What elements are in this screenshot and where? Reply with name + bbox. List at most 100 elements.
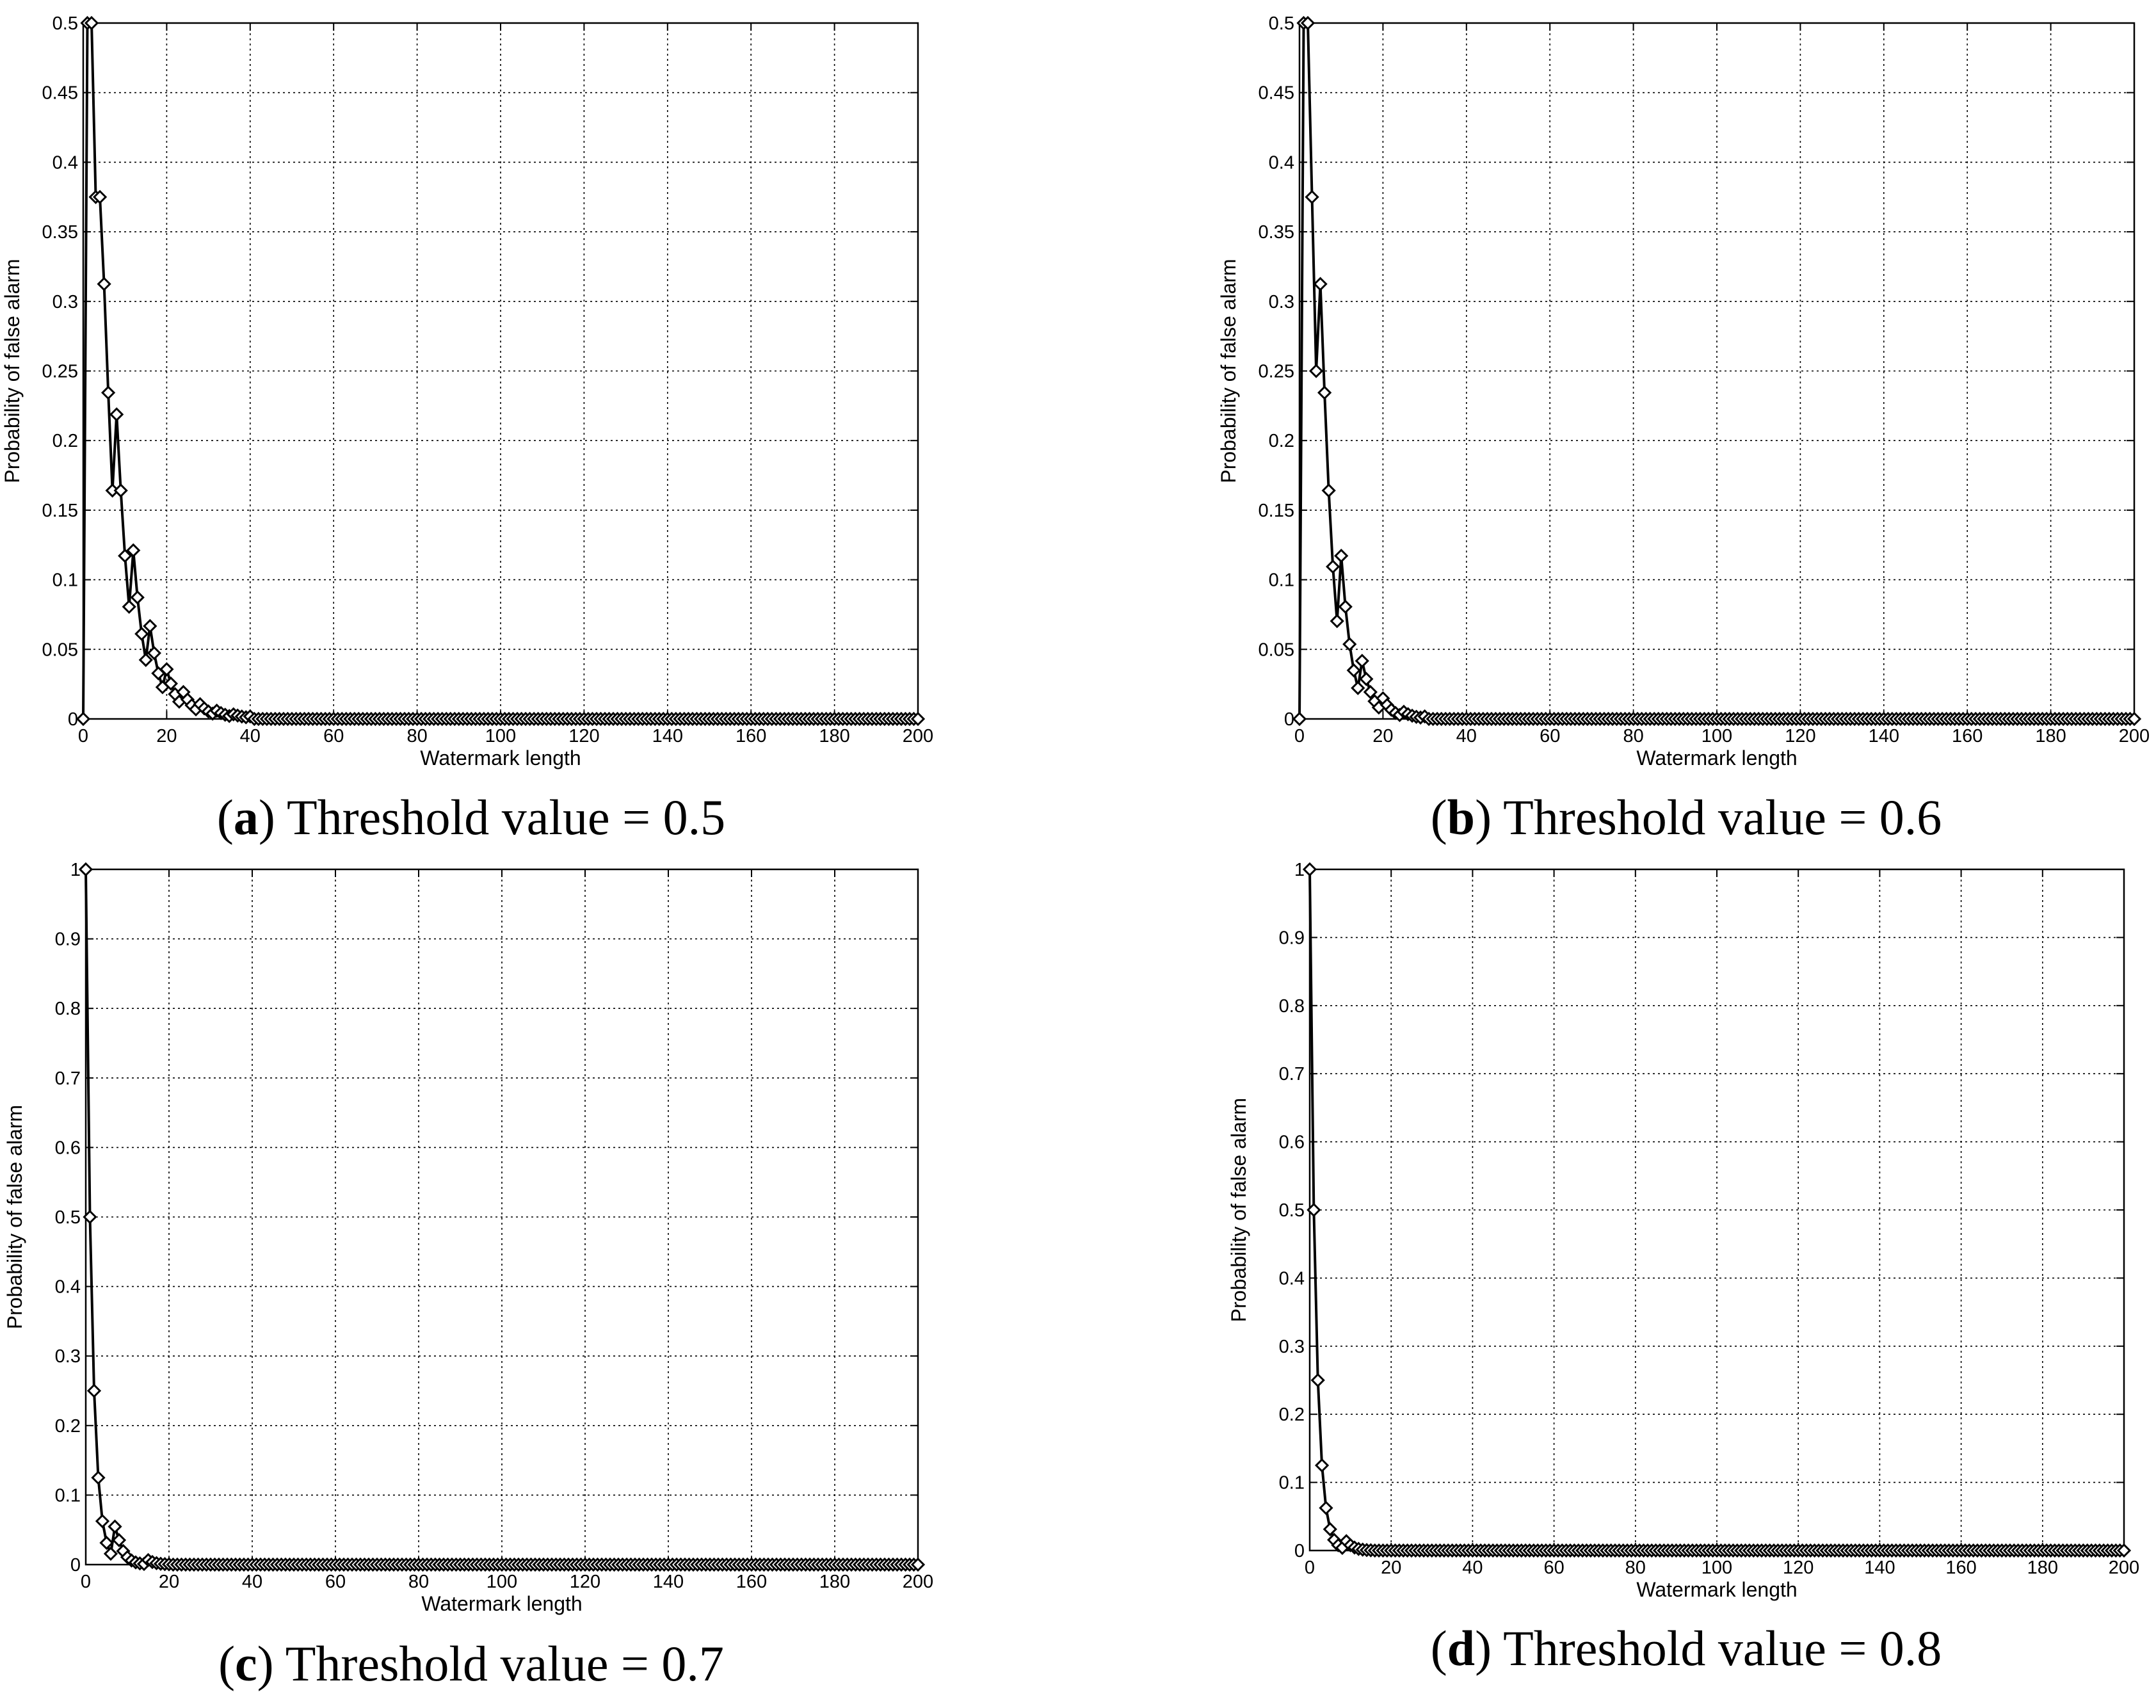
caption-d-label: d xyxy=(1447,1620,1476,1676)
data-point xyxy=(1317,385,1332,400)
x-tick-label: 60 xyxy=(325,1572,346,1592)
data-point xyxy=(1359,672,1374,686)
x-tick-label: 200 xyxy=(903,726,933,746)
x-tick-label: 60 xyxy=(323,726,344,746)
data-point xyxy=(113,483,128,498)
y-tick-label: 0.9 xyxy=(1279,928,1305,948)
y-axis-label: Probability of false alarm xyxy=(1,259,24,483)
data-point xyxy=(1363,684,1378,700)
data-point xyxy=(99,1535,114,1551)
data-point xyxy=(97,277,111,291)
data-point xyxy=(163,676,179,691)
y-tick-label: 0.05 xyxy=(42,640,78,660)
data-point xyxy=(159,662,174,677)
y-tick-label: 0 xyxy=(68,709,78,730)
x-tick-label: 180 xyxy=(2027,1558,2058,1578)
chart-c: 0 20 40 60 80 100 120 140 160 180 200 0 0.1 0.2 0.3 0.4… xyxy=(3,860,933,1615)
panel-a: 0 20 40 60 80 100 120 140 160 180 200 0 0.05 0.1 0.15 0… xyxy=(0,0,1078,854)
chart-b: 0 20 40 60 80 100 120 140 160 180 200 0 0.05 0.1 0.15 0… xyxy=(1217,13,2150,769)
x-tick-label: 20 xyxy=(159,1572,179,1592)
y-tick-label: 0.45 xyxy=(1259,83,1294,104)
y-tick-label: 0.9 xyxy=(55,930,81,950)
x-tick-label: 80 xyxy=(408,1572,429,1592)
caption-c-text: Threshold value = 0.7 xyxy=(285,1636,724,1691)
y-tick-label: 0.25 xyxy=(1259,362,1294,382)
y-tick-label: 0.3 xyxy=(1269,292,1294,312)
y-axis-label: Probability of false alarm xyxy=(3,1105,26,1329)
data-point xyxy=(101,385,116,400)
y-tick-label: 1 xyxy=(1294,860,1305,880)
x-tick-label: 80 xyxy=(1623,726,1643,746)
y-tick-label: 0.35 xyxy=(1259,222,1294,243)
data-point xyxy=(1326,560,1340,574)
data-point xyxy=(108,1519,122,1534)
caption-a-label: a xyxy=(233,789,259,845)
x-tick-label: 120 xyxy=(1783,1558,1814,1578)
data-point xyxy=(2127,711,2142,727)
y-tick-label: 0.8 xyxy=(1279,996,1305,1017)
data-point xyxy=(1300,15,1315,31)
data-point xyxy=(1334,549,1349,563)
x-tick-label: 80 xyxy=(406,726,427,746)
data-point xyxy=(95,1514,110,1529)
y-tick-label: 0.1 xyxy=(1279,1473,1305,1494)
data-point xyxy=(1321,483,1336,498)
y-tick-label: 0.2 xyxy=(52,431,78,451)
x-tick-label: 180 xyxy=(819,726,849,746)
caption-c-label: c xyxy=(235,1636,257,1691)
y-axis-label: Probability of false alarm xyxy=(1217,259,1240,483)
caption-a-text: Threshold value = 0.5 xyxy=(286,789,726,845)
x-tick-label: 0 xyxy=(81,1572,91,1592)
x-axis-label: Watermark length xyxy=(420,746,581,769)
data-point xyxy=(76,711,91,727)
data-point xyxy=(91,1470,106,1485)
x-tick-label: 100 xyxy=(485,726,516,746)
y-tick-label: 0.15 xyxy=(42,501,78,521)
x-tick-label: 100 xyxy=(487,1572,517,1592)
data-point xyxy=(122,599,136,614)
y-tick-label: 0.7 xyxy=(1279,1064,1305,1084)
data-point xyxy=(109,407,124,422)
y-tick-label: 0.45 xyxy=(42,83,78,104)
data-point xyxy=(1305,189,1319,204)
x-tick-label: 140 xyxy=(1869,726,1899,746)
y-tick-label: 0.5 xyxy=(52,13,78,34)
x-tick-label: 160 xyxy=(736,726,766,746)
y-tick-label: 0.3 xyxy=(1279,1337,1305,1357)
data-point xyxy=(910,1557,926,1572)
data-point xyxy=(138,652,153,667)
x-tick-label: 160 xyxy=(1952,726,1983,746)
caption-d-text: Threshold value = 0.8 xyxy=(1503,1620,1942,1676)
y-tick-label: 0.4 xyxy=(1269,152,1294,173)
x-axis-label: Watermark length xyxy=(1636,746,1797,769)
y-tick-label: 0.5 xyxy=(1279,1200,1305,1221)
x-tick-label: 120 xyxy=(568,726,599,746)
x-tick-label: 20 xyxy=(1381,1558,1401,1578)
x-tick-label: 200 xyxy=(2119,726,2150,746)
caption-b-text: Threshold value = 0.6 xyxy=(1503,789,1942,845)
panel-b: 0 20 40 60 80 100 120 140 160 180 200 0 0.05 0.1 0.15 0… xyxy=(1078,0,2156,854)
data-point xyxy=(92,189,108,204)
y-tick-label: 0.1 xyxy=(52,570,78,591)
y-tick-label: 0.3 xyxy=(55,1346,81,1367)
x-tick-label: 180 xyxy=(2035,726,2066,746)
chart-a: 0 20 40 60 80 100 120 140 160 180 200 0 0.05 0.1 0.15 0… xyxy=(1,13,933,769)
y-tick-label: 0.35 xyxy=(42,222,78,243)
y-tick-label: 0.4 xyxy=(52,152,78,173)
x-tick-label: 140 xyxy=(1864,1558,1895,1578)
x-tick-label: 160 xyxy=(736,1572,767,1592)
plot-area xyxy=(83,23,918,719)
x-tick-label: 120 xyxy=(1785,726,1815,746)
y-tick-label: 0.6 xyxy=(1279,1132,1305,1153)
x-tick-label: 0 xyxy=(78,726,88,746)
x-tick-label: 40 xyxy=(240,726,261,746)
data-point xyxy=(126,543,141,558)
x-tick-label: 200 xyxy=(903,1572,933,1592)
data-point xyxy=(1323,1522,1337,1536)
data-point xyxy=(1314,1458,1330,1473)
data-point xyxy=(83,1209,97,1225)
x-axis-label: Watermark length xyxy=(421,1592,582,1615)
y-tick-label: 0.6 xyxy=(55,1138,81,1158)
y-axis-label: Probability of false alarm xyxy=(1227,1098,1250,1322)
panel-c: 0 20 40 60 80 100 120 140 160 180 200 0 0.1 0.2 0.3 0.4… xyxy=(0,854,1078,1708)
